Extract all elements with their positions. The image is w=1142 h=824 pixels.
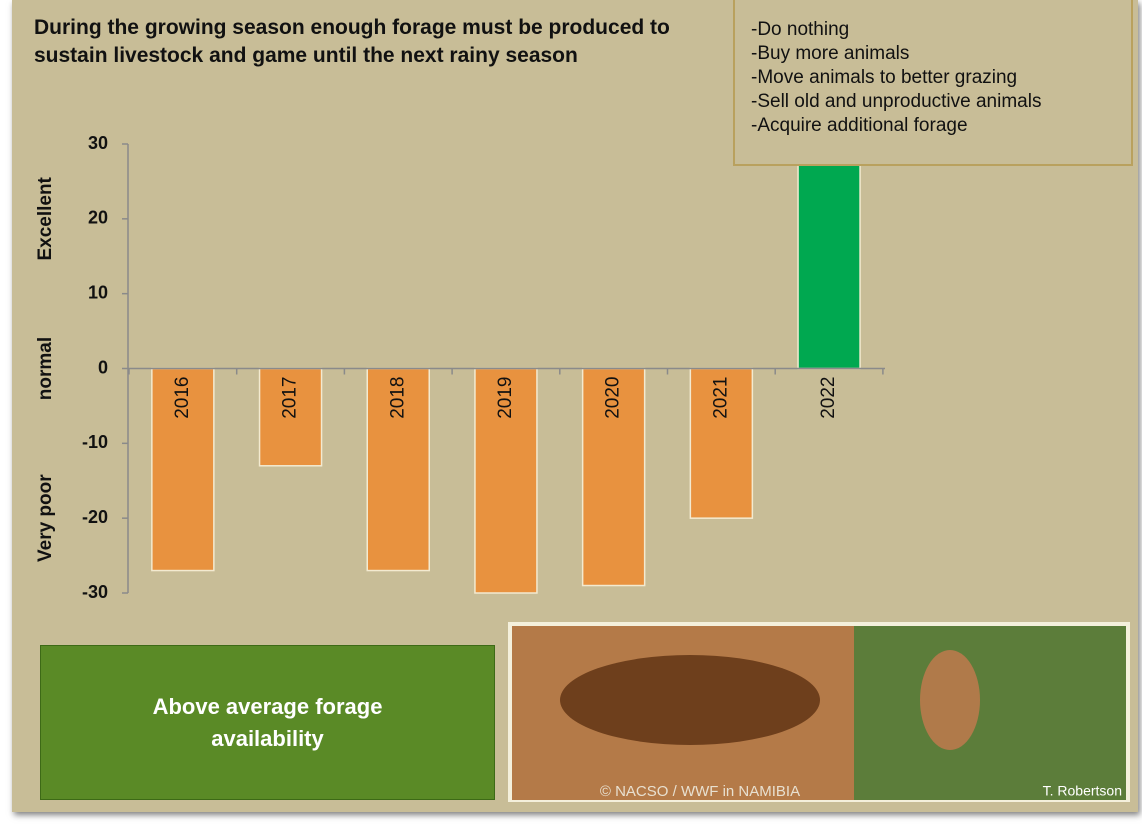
actions-box: -Do nothing-Buy more animals-Move animal… xyxy=(733,0,1133,166)
photo-shape xyxy=(920,650,980,750)
y-tick-label: -30 xyxy=(82,582,108,602)
y-tick-label: -10 xyxy=(82,432,108,452)
action-item: -Acquire additional forage xyxy=(751,114,1131,138)
y-band-label: Very poor xyxy=(35,474,56,562)
x-tick-label: 2018 xyxy=(387,377,408,419)
photo-credit: © NACSO / WWF in NAMIBIA xyxy=(600,783,800,800)
y-tick-label: 0 xyxy=(98,357,108,377)
action-item: -Sell old and unproductive animals xyxy=(751,90,1131,114)
y-tick-label: -20 xyxy=(82,507,108,527)
x-tick-label: 2019 xyxy=(495,377,516,419)
bar xyxy=(798,155,860,368)
action-item: -Move animals to better grazing xyxy=(751,66,1131,90)
photos: © NACSO / WWF in NAMIBIA T. Robertson xyxy=(508,622,1130,802)
y-tick-label: 30 xyxy=(88,133,108,153)
y-band-label: Excellent xyxy=(35,176,56,260)
photo-shape xyxy=(560,655,820,745)
action-item: -Buy more animals xyxy=(751,42,1131,66)
photo-credit: T. Robertson xyxy=(1043,783,1122,799)
x-tick-label: 2020 xyxy=(603,377,624,419)
page: During the growing season enough forage … xyxy=(0,0,1142,824)
x-tick-label: 2016 xyxy=(172,377,193,419)
y-band-label: normal xyxy=(35,337,56,400)
action-item: -Do nothing xyxy=(751,18,1131,42)
y-tick-label: 20 xyxy=(88,208,108,228)
x-tick-label: 2021 xyxy=(710,377,731,419)
y-tick-label: 10 xyxy=(88,282,108,302)
x-tick-label: 2022 xyxy=(818,377,839,419)
photo-impala xyxy=(854,626,1126,800)
x-tick-label: 2017 xyxy=(280,377,301,419)
